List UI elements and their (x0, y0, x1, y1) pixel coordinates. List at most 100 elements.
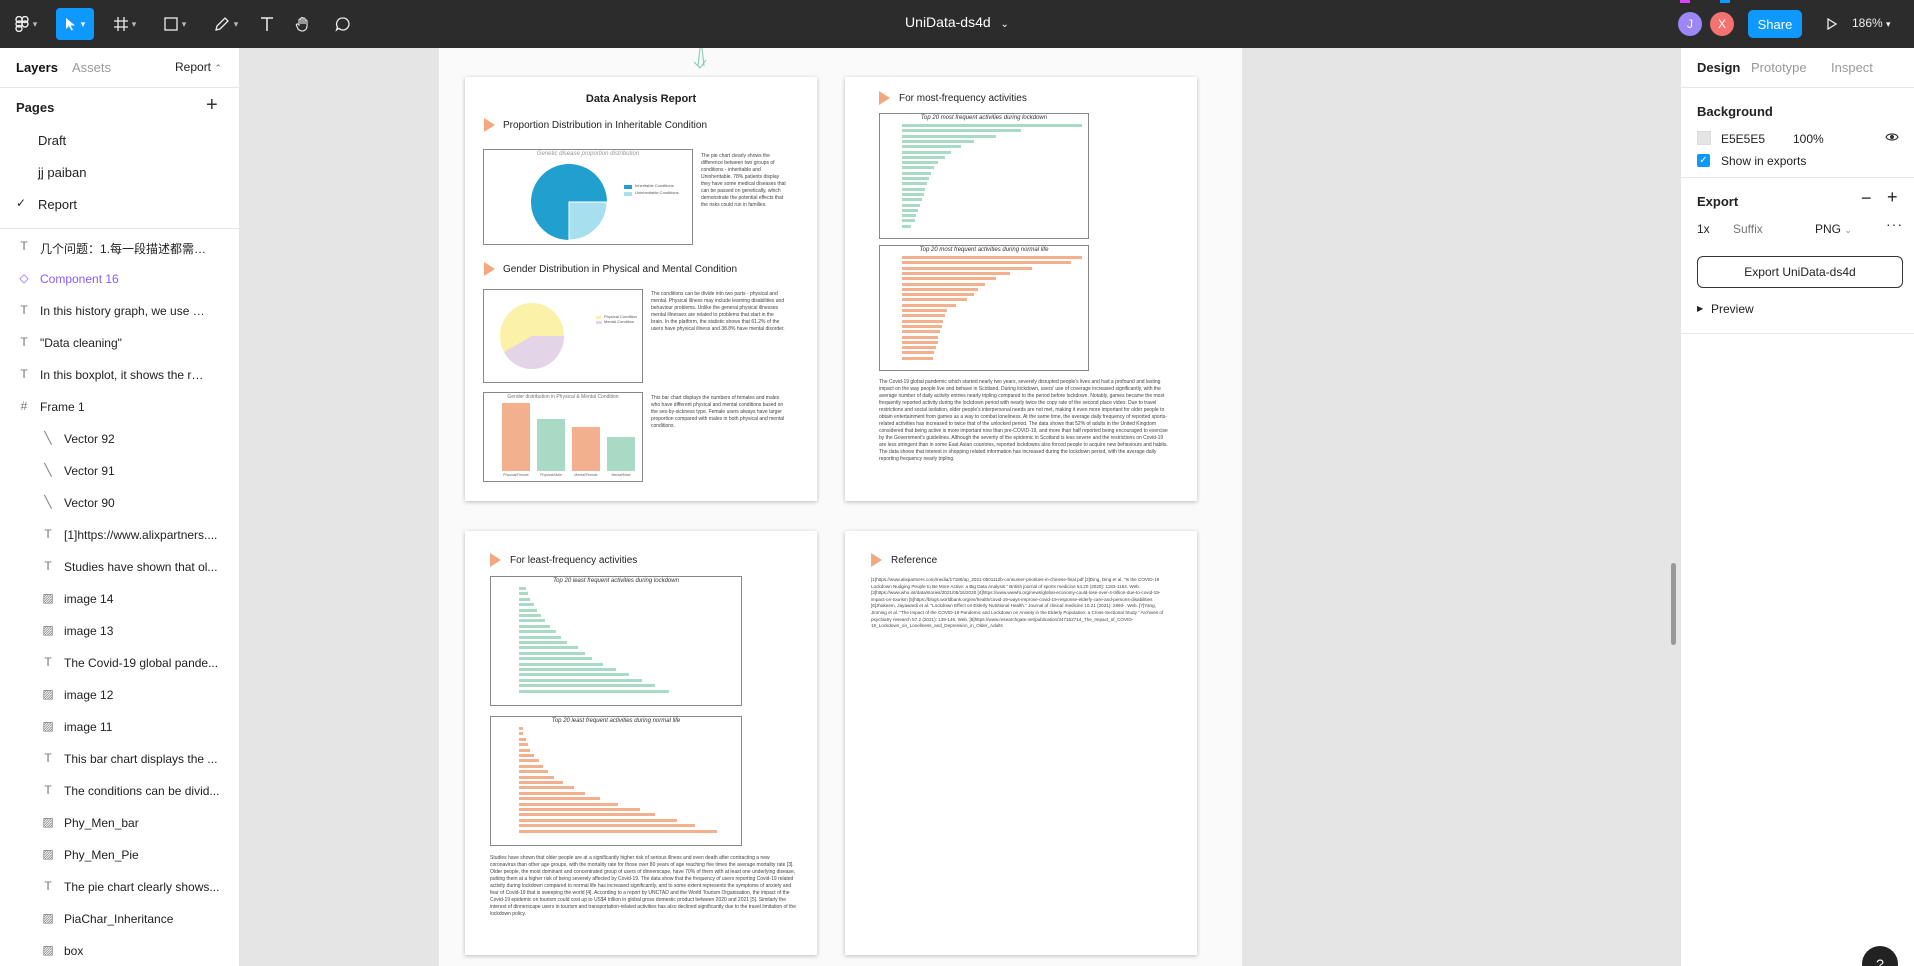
report-page-4[interactable]: Reference [1]https://www.alixpartners.co… (845, 531, 1197, 955)
layer-row[interactable]: T In this history graph, we use ge... (0, 295, 239, 327)
bar (519, 743, 528, 747)
bar (519, 824, 695, 828)
pen-tool-button[interactable]: ▾ (206, 8, 246, 40)
layer-row[interactable]: # Frame 1 (0, 391, 239, 423)
tick-label: Mental/Female (574, 473, 598, 477)
text-layer-icon: T (44, 655, 52, 669)
tab-inspect[interactable]: Inspect (1831, 60, 1873, 75)
preview-toggle[interactable]: Preview (1711, 302, 1754, 316)
bar (519, 614, 541, 617)
question-icon: ? (1876, 956, 1884, 966)
share-button[interactable]: Share (1748, 10, 1802, 38)
comment-tool-button[interactable] (328, 8, 358, 40)
layer-row[interactable]: T In this boxplot, it shows the relat... (0, 359, 239, 391)
layer-row[interactable]: ▨ Phy_Men_Pie (0, 839, 239, 871)
layer-row[interactable]: ▨ image 13 (0, 615, 239, 647)
paragraph: The pie chart clearly shows the differen… (701, 153, 786, 208)
layer-row[interactable]: T Studies have shown that ol... (0, 551, 239, 583)
add-page-icon[interactable]: + (206, 94, 218, 116)
bar (519, 587, 526, 590)
layer-row[interactable]: ▨ box (0, 935, 239, 966)
layer-row[interactable]: ▨ image 14 (0, 583, 239, 615)
bg-opacity-value[interactable]: 100% (1793, 132, 1824, 146)
legend-swatch (624, 192, 632, 196)
file-title[interactable]: UniData-ds4d (905, 14, 991, 30)
tab-design[interactable]: Design (1697, 60, 1741, 75)
bg-hex-value[interactable]: E5E5E5 (1721, 132, 1766, 146)
page-item-report[interactable]: ✓ Report (0, 188, 239, 220)
layer-row[interactable]: T "Data cleaning" (0, 327, 239, 359)
avatar[interactable]: J (1678, 12, 1702, 36)
top-toolbar: ▾ ▾ ▾ ▾ ▾ UniData-ds4d ⌄ J X Share 186% … (0, 0, 1914, 48)
eye-icon[interactable] (1885, 130, 1899, 147)
more-options-icon[interactable]: ··· (1886, 216, 1903, 232)
bar (519, 668, 616, 671)
show-in-exports-checkbox[interactable]: ✓ (1697, 154, 1710, 167)
layer-row[interactable]: ╲ Vector 92 (0, 423, 239, 455)
layer-row[interactable]: T This bar chart displays the ... (0, 743, 239, 775)
bar (519, 727, 523, 730)
export-button[interactable]: Export UniData-ds4d (1697, 256, 1903, 288)
chevron-down-icon: ▾ (1886, 19, 1891, 29)
section-heading: For most-frequency activities (899, 93, 1027, 104)
report-page-3[interactable]: For least-frequency activities Top 20 le… (465, 531, 817, 955)
bar (519, 630, 556, 634)
bar (519, 748, 530, 752)
multiplayer-indicator (1720, 0, 1730, 3)
export-format-value: PNG (1815, 222, 1842, 236)
chevron-down-icon[interactable]: ⌄ (1000, 19, 1009, 30)
bar (519, 684, 655, 688)
bar (519, 775, 554, 779)
canvas[interactable]: Data Analysis Report Proportion Distribu… (240, 48, 1680, 966)
export-format-select[interactable]: PNG ⌄ (1815, 222, 1852, 236)
canvas-scrollbar[interactable] (1671, 563, 1676, 645)
report-page-1[interactable]: Data Analysis Report Proportion Distribu… (465, 77, 817, 501)
bar (519, 635, 561, 639)
layer-row[interactable]: ◇ Component 16 (0, 263, 239, 295)
chevron-down-icon: ⌄ (1844, 225, 1852, 235)
paragraph: The conditions can be divide into two pa… (651, 291, 785, 332)
layer-row[interactable]: T The conditions can be divid... (0, 775, 239, 807)
legend-label: Mental Condition (604, 319, 635, 324)
layer-row[interactable]: ▨ image 12 (0, 679, 239, 711)
background-section: Background E5E5E5 100% ✓ Show in exports (1681, 88, 1914, 178)
layer-row[interactable]: T The pie chart clearly shows... (0, 871, 239, 903)
shape-tool-button[interactable]: ▾ (156, 8, 194, 40)
bar (902, 214, 916, 218)
tab-layers[interactable]: Layers (16, 60, 58, 75)
remove-export-icon[interactable]: − (1861, 188, 1872, 208)
bar (519, 732, 523, 736)
text-layer-icon: T (20, 367, 28, 381)
layer-row[interactable]: T [1]https://www.alixpartners.... (0, 519, 239, 551)
layer-row[interactable]: ╲ Vector 91 (0, 455, 239, 487)
layer-row[interactable]: ▨ image 11 (0, 711, 239, 743)
layer-row[interactable]: ╲ Vector 90 (0, 487, 239, 519)
multiplayer-indicator (1680, 0, 1690, 3)
page-item-jj-paiban[interactable]: jj paiban (0, 156, 239, 188)
page-selector[interactable]: Report ⌃ (175, 60, 222, 74)
avatar[interactable]: X (1710, 12, 1734, 36)
color-swatch[interactable] (1697, 131, 1711, 145)
paragraph: The Covid-19 global pandemic which start… (879, 379, 1168, 462)
text-tool-button[interactable] (252, 8, 282, 40)
caret-right-icon[interactable]: ▶ (1697, 304, 1704, 313)
layer-row[interactable]: ▨ Phy_Men_bar (0, 807, 239, 839)
frame-tool-button[interactable]: ▾ (106, 8, 144, 40)
layer-name: Vector 90 (64, 496, 115, 510)
layer-row[interactable]: T The Covid-19 global pande... (0, 647, 239, 679)
add-export-icon[interactable]: + (1887, 187, 1898, 207)
tab-prototype[interactable]: Prototype (1751, 60, 1807, 75)
hand-tool-button[interactable] (288, 8, 318, 40)
layer-row[interactable]: ▨ PiaChar_Inheritance (0, 903, 239, 935)
move-tool-button[interactable]: ▾ (56, 8, 94, 40)
export-scale[interactable]: 1x (1697, 222, 1710, 236)
help-button[interactable]: ? (1862, 946, 1898, 966)
tab-assets[interactable]: Assets (72, 60, 112, 75)
report-page-2[interactable]: For most-frequency activities Top 20 mos… (845, 77, 1197, 501)
present-button[interactable] (1820, 8, 1844, 40)
suffix-input[interactable] (1733, 218, 1793, 240)
zoom-level[interactable]: 186% ▾ (1852, 16, 1891, 30)
page-item-draft[interactable]: Draft (0, 124, 239, 156)
main-menu-button[interactable]: ▾ (8, 8, 44, 40)
layer-row[interactable]: T 几个问题：1.每一段描述都需要一... (0, 231, 239, 263)
